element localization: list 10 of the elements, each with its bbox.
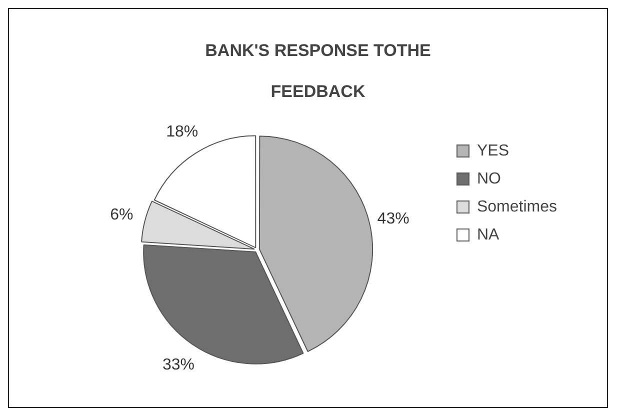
data-label: 43%	[377, 210, 410, 228]
data-label: 6%	[110, 206, 134, 224]
text: BANK'S RESPONSE TOTHE	[205, 41, 431, 60]
data-label: 18%	[166, 123, 198, 140]
legend-label: NA	[476, 226, 500, 244]
legend-label: NO	[476, 170, 501, 188]
legend-label: YES	[476, 142, 509, 160]
legend-label: Sometimes	[476, 198, 558, 216]
text: FEEDBACK	[270, 82, 366, 101]
data-label: 33%	[162, 356, 194, 374]
